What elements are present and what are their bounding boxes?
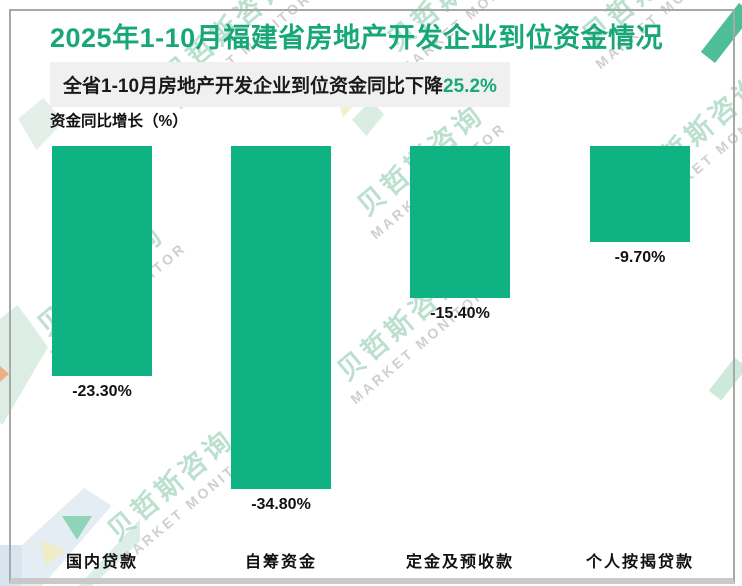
bar [410,146,510,298]
subtitle-highlight: 25.2% [443,76,497,97]
bar-value-label: -9.70% [614,248,666,266]
bar-value-label: -23.30% [72,382,132,400]
y-axis-label: 资金同比增长（%） [50,113,188,130]
chart-title: 2025年1-10月福建省房地产开发企业到位资金情况 [50,23,664,53]
bar-value-label: -15.40% [430,304,490,322]
bar [52,146,152,376]
bar-value-label: -34.80% [251,495,311,513]
bar [590,146,690,242]
bar [231,146,331,489]
category-label: 个人按揭贷款 [585,554,694,571]
category-label: 自筹资金 [244,554,317,571]
category-label: 国内贷款 [65,554,138,571]
category-label: 定金及预收款 [405,554,514,571]
